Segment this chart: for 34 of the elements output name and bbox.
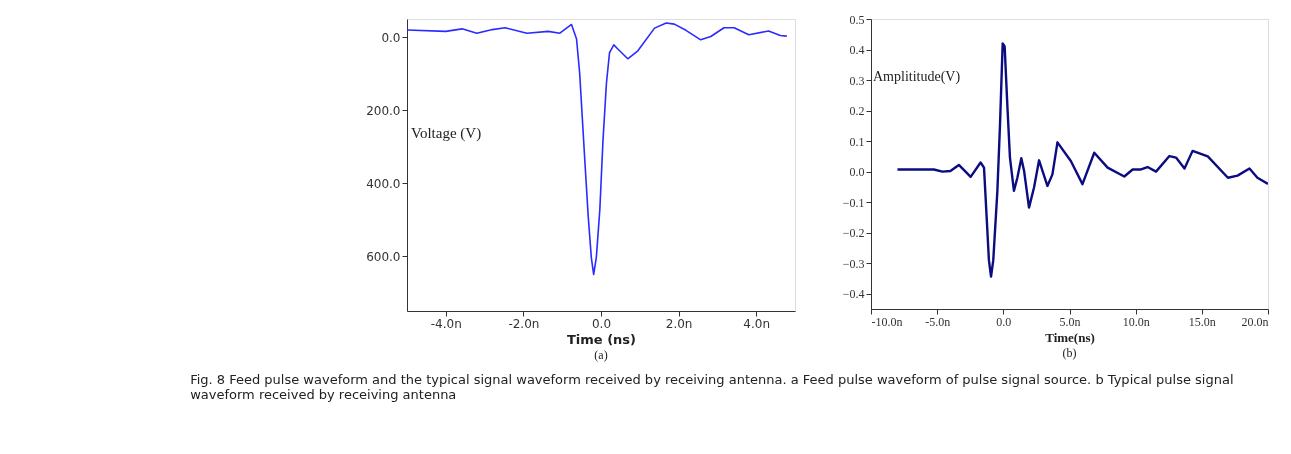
y-axis-title: Voltage (V) — [411, 124, 482, 142]
x-tick-label: 10.0n — [1122, 314, 1150, 329]
y-tick-label: −0.3 — [842, 256, 865, 271]
y-tick-label: 0.1 — [849, 134, 865, 149]
y-tick-label: −0.2 — [842, 226, 865, 241]
line-series — [407, 22, 788, 276]
y-tick-label: 0.2 — [849, 104, 865, 119]
x-tick-label: 4.0n — [743, 316, 771, 331]
x-tick-label: 0.0 — [591, 316, 612, 331]
text: (b) — [1062, 346, 1077, 360]
y-tick-label: 400.0 — [366, 176, 401, 191]
y-tick-label: 600.0 — [366, 249, 401, 264]
x-tick-label: -4.0n — [430, 316, 462, 331]
y-tick-label: 0.0 — [849, 165, 865, 180]
y-tick-label: −0.4 — [842, 287, 865, 302]
x-tick-label: 2.0n — [665, 316, 693, 331]
text: (a) — [594, 348, 608, 362]
x-tick-label: 5.0n — [1059, 314, 1081, 329]
y-tick-label: 0.0 — [381, 30, 401, 45]
x-tick-label: 0.0 — [996, 314, 1012, 329]
x-tick-label: 20.0n — [1241, 314, 1269, 329]
x-axis-title: Time(ns) — [1045, 329, 1095, 345]
x-tick-label: -5.0n — [925, 314, 951, 329]
caption: Fig. 8 Feed pulse waveform and the typical signal waveform received by receiving antenna. a Feed pulse waveform of pulse signal source. b Typical pulse signal waveform received by receiving antenna — [190, 371, 1234, 402]
y-tick-label: −0.1 — [842, 195, 865, 210]
y-tick-label: 0.3 — [849, 73, 865, 88]
x-tick-label: -10.0n — [871, 314, 903, 329]
y-tick-label: 0.4 — [849, 43, 865, 58]
x-axis-title: Time (ns) — [566, 331, 637, 347]
y-tick-label: 200.0 — [366, 103, 401, 118]
x-tick-label: -2.0n — [508, 316, 540, 331]
x-tick-label: 15.0n — [1188, 314, 1216, 329]
y-tick-label: 0.5 — [849, 12, 865, 27]
y-axis-title: Amplititude(V) — [873, 69, 961, 85]
